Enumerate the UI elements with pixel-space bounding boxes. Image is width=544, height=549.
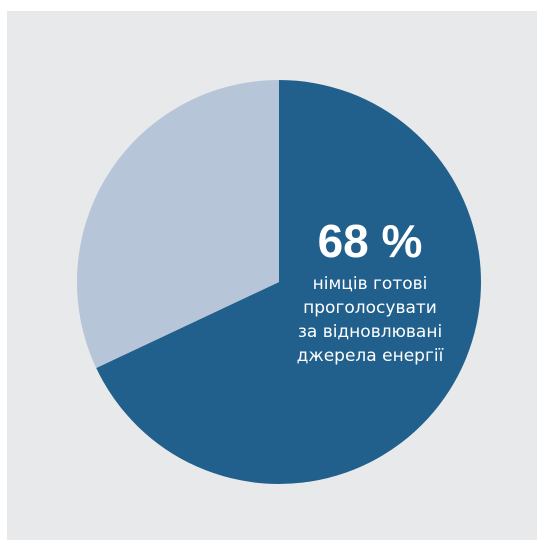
pie-slice-1 (96, 80, 481, 484)
caption-line-4: джерела енергії (297, 346, 444, 366)
pie-slices (76, 80, 481, 484)
percentage-value-label: 68 % (318, 215, 423, 267)
caption-line-1: німців готові (313, 274, 428, 294)
pie-slice-2 (76, 80, 279, 369)
caption-line-3: за відновлювані (298, 322, 442, 342)
caption-line-2: проголосувати (303, 298, 437, 318)
